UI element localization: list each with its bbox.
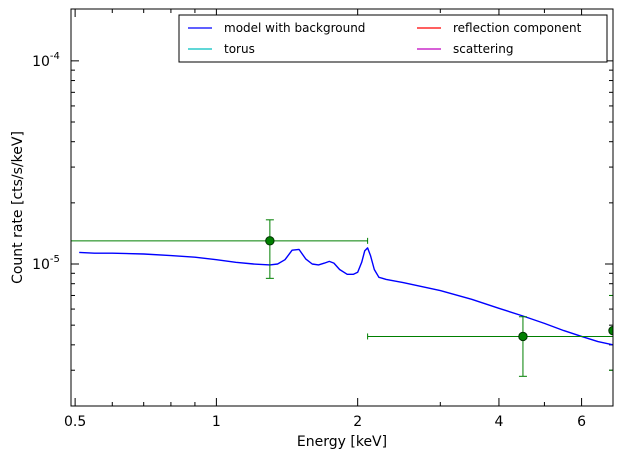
y-axis-label: Count rate [cts/s/keV] [10,131,26,284]
legend-label: scattering [453,42,514,56]
data-point [518,331,528,342]
data-point-group [71,219,369,279]
x-tick-label: 0.5 [64,414,86,430]
model-line [79,247,613,346]
plot-frame [70,8,614,407]
legend-label: model with background [224,21,365,35]
legend-label: torus [224,42,255,56]
y-tick-label: 10-4 [32,51,60,70]
y-tick-label: 10-5 [32,254,60,273]
x-tick-label: 6 [577,414,586,430]
x-tick-label: 1 [212,414,221,430]
legend-box [178,14,608,63]
plot-background [71,9,613,406]
data-point-group [367,316,613,377]
legend: model with background reflection componen… [178,14,608,63]
data-point [265,236,275,246]
x-axis-label: Energy [keV] [297,434,387,450]
legend-label: reflection component [453,21,582,35]
data-layer [71,219,613,377]
series-layer [79,247,613,346]
x-tick-label: 4 [494,414,503,430]
x-tick-label: 2 [353,414,362,430]
